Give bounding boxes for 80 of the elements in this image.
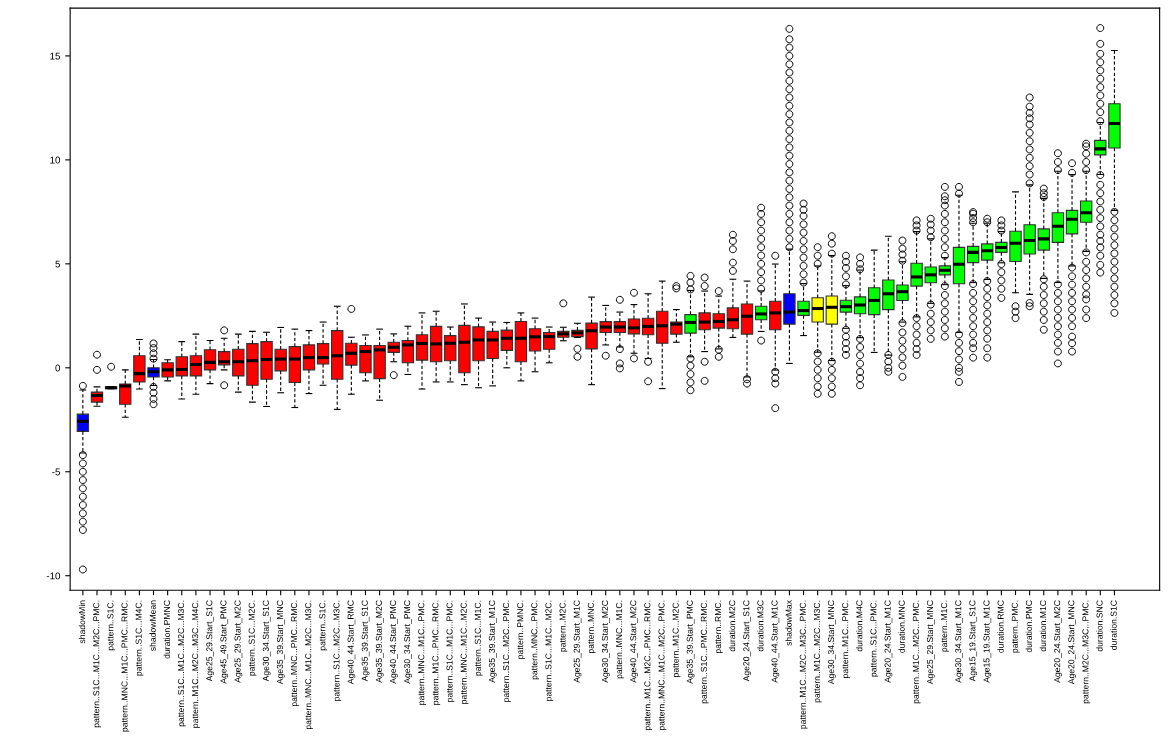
x-tick-label: pattern..M2C...M3C...PMC. (1082, 600, 1091, 704)
x-tick-label: Age30_34.Start_M1C (955, 600, 963, 683)
x-tick-label: Age15_19.Start_M1C (983, 600, 992, 683)
x-tick-label: pattern..S1C...PMC...RMC. (700, 600, 709, 704)
y-tick-label: 5 (55, 260, 61, 268)
x-tick-label: pattern..S1C...M1C. (474, 600, 483, 676)
x-tick-label: pattern..RMC. (714, 600, 723, 654)
x-tick-label: Age30_34.Start_M2C (601, 600, 610, 683)
x-tick-label: pattern..M1C...M2C...M3C...PMC. (799, 600, 808, 729)
x-tick-label: pattern..M2C. (559, 600, 568, 652)
x-tick-label: pattern..MNC...PMC...RMC. (291, 600, 299, 707)
x-tick-label: pattern..S1C...M1C...M2C...M3C. (177, 600, 186, 727)
x-tick-label: pattern..S1C. (107, 600, 116, 651)
x-tick-label: Age30_34.Start_S1C (262, 600, 271, 682)
x-tick-label: pattern..MNC. (587, 600, 596, 654)
x-tick-label: Age35_39.Start_PMC (686, 600, 695, 684)
x-tick-label: pattern..MNC...M1C...PMC. (418, 600, 427, 705)
x-tick-label: shadowMean (149, 600, 156, 651)
y-tick-label: 10 (50, 156, 61, 164)
x-tick-label: duration.RMC (997, 600, 1004, 653)
x-tick-label: pattern..S1C...M2C. (248, 600, 257, 676)
x-tick-label: Age20_24.Start_MNC (1068, 600, 1077, 685)
x-tick-label: pattern..M1C...M2C...PMC...RMC. (644, 600, 653, 731)
y-tick-label: -5 (52, 468, 61, 476)
x-tick-label: pattern..MNC...M1C...PMC...RMC. (121, 600, 130, 732)
x-tick-label: Age35_39.Start_MNC (276, 600, 285, 685)
x-tick-label: Age25_29.Start_M2C (234, 600, 243, 683)
x-tick-label: shadowMax (785, 600, 792, 646)
x-tick-label: Age25_29.Start_M1C (573, 600, 582, 683)
x-tick-label: Age20_24.Start_M1C (884, 600, 893, 683)
x-tick-label: Age30_34.Start_PMC (404, 600, 412, 684)
x-tick-label: Age40_44.Start_PMC (389, 600, 398, 684)
x-tick-label: pattern..M1C...PMC...RMC. (432, 600, 441, 705)
x-tick-label: duration.PMC (1025, 600, 1032, 653)
x-tick-label: pattern..MNC...M1C. (616, 600, 624, 679)
x-tick-label: duration.S1C (1110, 600, 1117, 650)
x-tick-label: pattern..S1C...M1C...M2C...PMC. (93, 600, 101, 728)
x-tick-label: pattern..S1C...M2C...PMC. (503, 600, 511, 702)
x-tick-label: duration.M1C (1039, 600, 1047, 652)
x-tick-label: Age35_39.Start_M2C (375, 600, 384, 683)
x-tick-label: Age40_44.Start_M1C (771, 600, 780, 683)
x-tick-label: pattern..MNC...M1C...M2C. (460, 600, 469, 704)
x-tick-label: duration.M3C (757, 600, 764, 652)
x-tick-label: pattern..MNC...M1C...M2C...M3C. (305, 600, 313, 730)
x-tick-label: duration.PMNC (163, 600, 170, 659)
x-tick-label: pattern..M1C...M2C...M3C. (813, 600, 822, 703)
x-tick-label: Age20_24.Start_M2C (1054, 600, 1062, 683)
x-tick-label: Age25_29.Start_MNC (926, 600, 935, 685)
x-tick-label: pattern..PMC. (1011, 600, 1020, 653)
y-tick-label: 15 (50, 52, 61, 60)
x-tick-label: Age35_39.Start_S1C (361, 600, 370, 682)
x-tick-label: Age45_49.Start_PMC (220, 600, 229, 684)
x-tick-label: duration.M4C (856, 600, 863, 652)
x-tick-label: Age35_39.Start_M1C (488, 600, 497, 683)
x-tick-label: pattern..S1C...M4C. (135, 600, 144, 676)
x-tick-label: shadowMin (78, 600, 86, 644)
x-tick-label: pattern..MNC...M1C...M2C...PMC. (658, 600, 667, 731)
x-tick-label: duration.M2C (728, 600, 736, 652)
x-tick-label: pattern..S1C. (319, 600, 328, 651)
x-tick-label: duration.SNC (1096, 600, 1103, 652)
x-tick-label: Age20_24.Start_S1C (743, 600, 752, 682)
x-tick-label: duration.MNC (898, 600, 905, 653)
y-tick-label: 0 (55, 364, 61, 372)
x-tick-label: Age30_34.Start_MNC (828, 600, 836, 685)
x-tick-label: Age40_44.Start_RMC (347, 600, 356, 685)
x-tick-label: pattern..M1C...M2C. (672, 600, 681, 677)
x-tick-label: pattern..M1C...M2C...M3C...M4C. (192, 600, 200, 728)
x-tick-label: pattern..S1C...M1C...PMC. (446, 600, 455, 702)
x-tick-label: pattern..S1C...M2C...M3C. (333, 600, 342, 701)
y-tick-label: -10 (46, 572, 61, 580)
x-tick-label: pattern..M1C...M2C...PMC. (912, 600, 921, 704)
x-tick-label: Age40_44.Start_M2C (630, 600, 638, 683)
x-tick-label: Age15_19.Start_S1C (969, 600, 978, 682)
x-tick-label: pattern..M1C...PMC. (842, 600, 850, 678)
x-tick-label: pattern..MNC...PMC. (531, 600, 540, 680)
x-tick-label: pattern..S1C...PMC. (870, 600, 879, 677)
x-tick-label: pattern..M1C. (941, 600, 949, 652)
x-tick-label: pattern..S1C...M1C...M2C. (545, 600, 554, 701)
x-tick-label: pattern..PMNC. (517, 600, 525, 659)
x-tick-label: Age25_29.Start_S1C (206, 600, 215, 682)
